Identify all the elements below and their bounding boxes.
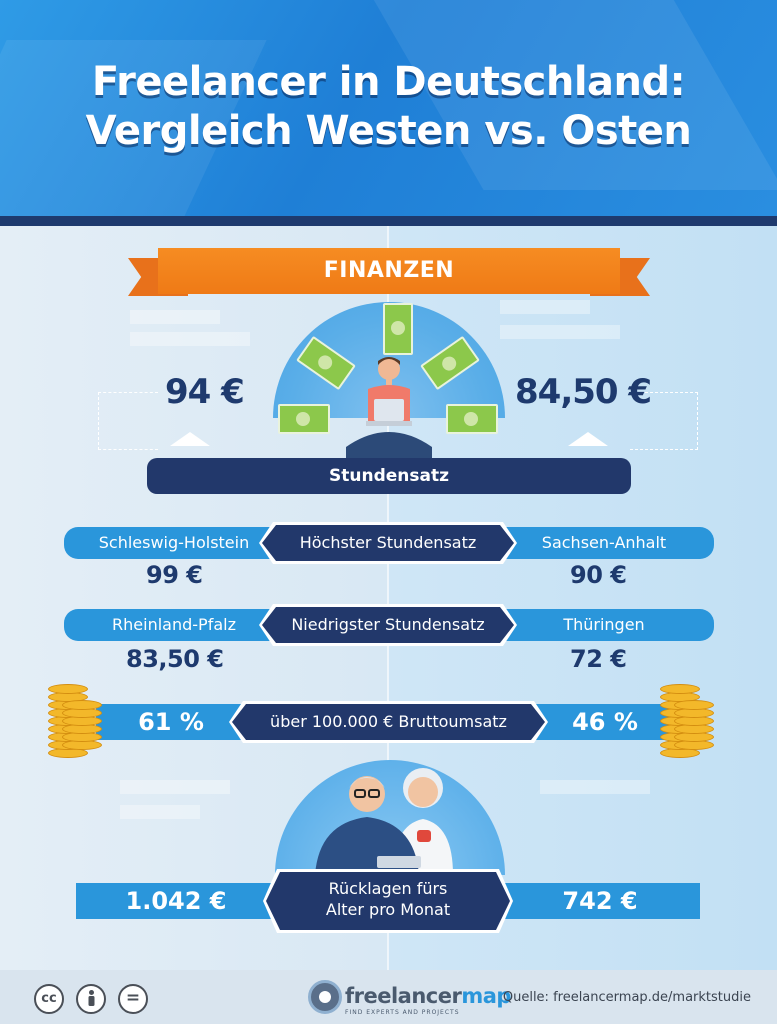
money-bill-icon xyxy=(278,404,330,434)
money-bill-icon xyxy=(446,404,498,434)
logo-tagline: FIND EXPERTS AND PROJECTS xyxy=(345,1009,460,1016)
hourly-rate-label: Stundensatz xyxy=(147,458,631,494)
lowest-east-value: 72 € xyxy=(570,645,627,673)
savings-west-value: 1.042 € xyxy=(76,883,276,919)
source-text: Quelle: freelancermap.de/marktstudie xyxy=(502,990,751,1005)
revenue-label: über 100.000 € Bruttoumsatz xyxy=(232,704,545,740)
savings-east-value: 742 € xyxy=(500,883,700,919)
hourly-west-value: 94 € xyxy=(165,372,245,412)
header-divider xyxy=(0,216,777,226)
by-icon xyxy=(76,984,106,1014)
senior-couple-icon xyxy=(315,768,453,875)
lowest-west-value: 83,50 € xyxy=(126,645,224,673)
title-line-2: Vergleich Westen vs. Osten xyxy=(85,107,692,154)
savings-label-line-1: Rücklagen fürs xyxy=(328,879,448,898)
freelancer-laptop-icon xyxy=(346,357,432,460)
highest-east-state: Sachsen-Anhalt xyxy=(494,527,714,559)
lowest-east-state: Thüringen xyxy=(494,609,714,641)
nd-icon: = xyxy=(118,984,148,1014)
highest-west-state: Schleswig-Holstein xyxy=(64,527,284,559)
highest-west-value: 99 € xyxy=(146,561,203,589)
hourly-east-value: 84,50 € xyxy=(515,372,652,412)
freelancermap-logo-icon xyxy=(308,980,342,1014)
money-bill-icon xyxy=(383,303,413,355)
page-title: Freelancer in Deutschland: Vergleich Wes… xyxy=(0,58,777,156)
lowest-west-state: Rheinland-Pfalz xyxy=(64,609,284,641)
cc-icon: cc xyxy=(34,984,64,1014)
highest-east-value: 90 € xyxy=(570,561,627,589)
savings-label-line-2: Alter pro Monat xyxy=(325,900,451,919)
title-line-1: Freelancer in Deutschland: xyxy=(91,59,686,105)
highest-rate-label: Höchster Stundensatz xyxy=(262,525,514,561)
logo-text: freelancermap xyxy=(345,984,511,1008)
section-ribbon: FINANZEN xyxy=(158,248,620,294)
center-divider xyxy=(387,226,389,970)
header-banner: Freelancer in Deutschland: Vergleich Wes… xyxy=(0,0,777,240)
revenue-east-value: 46 % xyxy=(530,704,680,740)
revenue-west-value: 61 % xyxy=(96,704,246,740)
lowest-rate-label: Niedrigster Stundensatz xyxy=(262,607,514,643)
savings-label: Rücklagen fürs Alter pro Monat xyxy=(266,872,510,930)
